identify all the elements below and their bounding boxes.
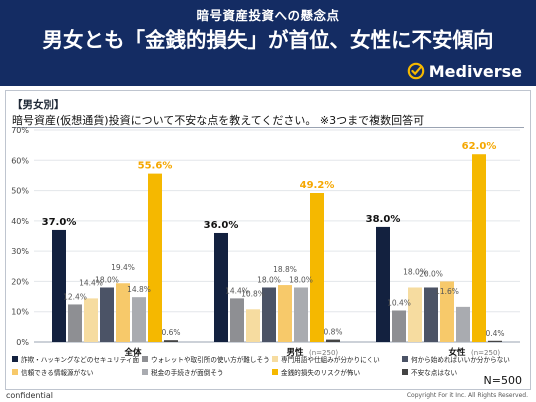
data-label: 14.4% <box>225 286 249 295</box>
legend-swatch <box>402 356 408 362</box>
legend-swatch <box>272 356 278 362</box>
brand-logo: Mediverse <box>407 61 522 81</box>
x-tick-label: 男性 <box>286 347 304 358</box>
data-label: 0.4% <box>485 329 504 338</box>
bar <box>278 285 292 342</box>
data-label: 36.0% <box>204 220 239 231</box>
x-tick-label: 女性 <box>448 347 466 358</box>
data-label: 0.6% <box>161 328 180 337</box>
data-label: 49.2% <box>300 180 335 191</box>
bar <box>246 309 260 342</box>
data-label: 18.0% <box>289 275 313 284</box>
legend-label: 税金の手続きが面倒そう <box>151 368 224 377</box>
header-banner: 暗号資産投資への懸念点 男女とも「金銭的損失」が首位、女性に不安傾向 Mediv… <box>0 0 536 86</box>
data-label: 18.0% <box>257 275 281 284</box>
data-label: 18.0% <box>403 267 427 276</box>
y-tick-label: 70% <box>11 126 29 135</box>
header-subtitle: 暗号資産投資への懸念点 <box>196 8 340 23</box>
data-label: 20.0% <box>419 269 443 278</box>
legend-swatch <box>12 369 18 375</box>
x-tick-label: 全体 <box>123 347 142 358</box>
data-label: 14.8% <box>127 285 151 294</box>
sample-size: N=500 <box>483 374 522 387</box>
bar <box>310 192 324 342</box>
legend-swatch <box>12 356 18 362</box>
bar <box>262 287 276 342</box>
bar <box>230 298 244 342</box>
data-label: 10.8% <box>241 289 265 298</box>
section-label: 【男女別】 <box>12 99 65 111</box>
bar <box>326 339 340 342</box>
data-label: 18.0% <box>95 275 119 284</box>
x-tick-note: (n=250) <box>471 349 500 357</box>
bar <box>164 340 178 342</box>
data-label: 12.4% <box>63 292 87 301</box>
data-label: 11.6% <box>435 287 459 296</box>
data-label: 10.4% <box>387 299 411 308</box>
y-tick-label: 10% <box>11 308 29 317</box>
bar <box>84 298 98 342</box>
bar <box>488 340 502 342</box>
y-tick-label: 50% <box>11 187 29 196</box>
data-label: 14.4% <box>79 278 103 287</box>
bar <box>472 154 486 342</box>
page-title: 男女とも「金銭的損失」が首位、女性に不安傾向 <box>42 28 494 52</box>
legend-swatch <box>272 369 278 375</box>
legend-swatch <box>402 369 408 375</box>
y-tick-label: 60% <box>11 156 29 165</box>
bar <box>392 310 406 342</box>
bar <box>376 226 390 342</box>
legend-swatch <box>142 369 148 375</box>
data-label: 55.6% <box>138 161 173 172</box>
bar <box>214 232 228 342</box>
bar <box>68 304 82 342</box>
bar <box>456 306 470 342</box>
brand-name: Mediverse <box>428 61 522 81</box>
x-tick-note: (n=250) <box>309 349 338 357</box>
y-tick-label: 0% <box>16 338 29 347</box>
bar <box>424 287 438 342</box>
footer-confidential: confidential <box>6 391 53 400</box>
legend-label: 不安な点はない <box>411 368 458 377</box>
bar <box>440 281 454 342</box>
footer-copyright: Copyright For it Inc. All Rights Reserve… <box>406 392 528 399</box>
bar <box>116 283 130 342</box>
legend-label: 信頼できる情報源がない <box>21 368 94 377</box>
legend-label: 金銭的損失のリスクが怖い <box>281 368 361 377</box>
legend-label: 専門用語や仕組みが分かりにくい <box>281 355 380 364</box>
data-label: 18.8% <box>273 265 297 274</box>
data-label: 62.0% <box>462 141 497 152</box>
data-label: 37.0% <box>42 217 77 228</box>
data-label: 38.0% <box>366 214 401 225</box>
bar <box>52 229 66 342</box>
bar <box>294 287 308 342</box>
legend-label: ウォレットや取引所の使い方が難しそう <box>151 355 270 364</box>
legend-label: 何から始めればいいか分からない <box>411 355 510 364</box>
y-tick-label: 20% <box>11 277 29 286</box>
y-tick-label: 30% <box>11 247 29 256</box>
question-divider <box>12 127 524 128</box>
bar <box>148 173 162 342</box>
y-tick-label: 40% <box>11 217 29 226</box>
data-label: 0.8% <box>323 328 342 337</box>
data-label: 19.4% <box>111 263 135 272</box>
survey-question: 暗号資産(仮想通貨)投資について不安な点を教えてください。 ※3つまで複数回答可 <box>12 114 425 127</box>
mediverse-logo-icon <box>407 62 425 80</box>
legend-label: 詐欺・ハッキングなどのセキュリティ面 <box>21 355 139 364</box>
bar <box>132 297 146 342</box>
bar <box>100 287 114 342</box>
legend-swatch <box>142 356 148 362</box>
bar <box>408 287 422 342</box>
